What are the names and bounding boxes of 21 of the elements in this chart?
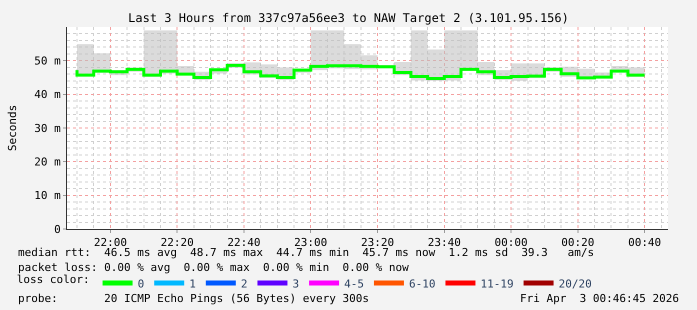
text: packet loss: 0.00 % avg 0.00 % max 0.00 % min 0.00 % now	[18, 261, 410, 274]
text: probe: 20 ICMP Echo Pings (56 Bytes) every 300s	[18, 292, 369, 305]
y-tick-label: 10 m	[34, 189, 62, 202]
legend-label: 11-19	[480, 277, 514, 290]
legend-label: 3	[292, 277, 300, 290]
y-tick-label: 20 m	[34, 156, 62, 169]
y-axis-title: Seconds	[6, 104, 19, 152]
legend-label: 4-5	[344, 277, 364, 290]
text: Fri Apr 3 00:46:45 2026	[520, 292, 679, 305]
legend-label: 2	[240, 277, 248, 290]
y-tick-label: 50 m	[34, 54, 62, 68]
y-tick-label: 0	[54, 222, 61, 236]
chart-title: Last 3 Hours from 337c97a56ee3 to NAW Target 2 (3.101.95.156)	[128, 11, 569, 26]
y-tick-label: 30 m	[34, 122, 62, 135]
legend-label: 0	[138, 277, 144, 290]
x-tick-label: 00:40	[628, 236, 662, 250]
legend-label: 6-10	[408, 277, 436, 290]
legend-label: 20/20	[558, 277, 592, 290]
legend-label: 1	[189, 277, 196, 290]
y-tick-label: 40 m	[34, 88, 62, 102]
legend-title: loss color:	[16, 272, 90, 286]
